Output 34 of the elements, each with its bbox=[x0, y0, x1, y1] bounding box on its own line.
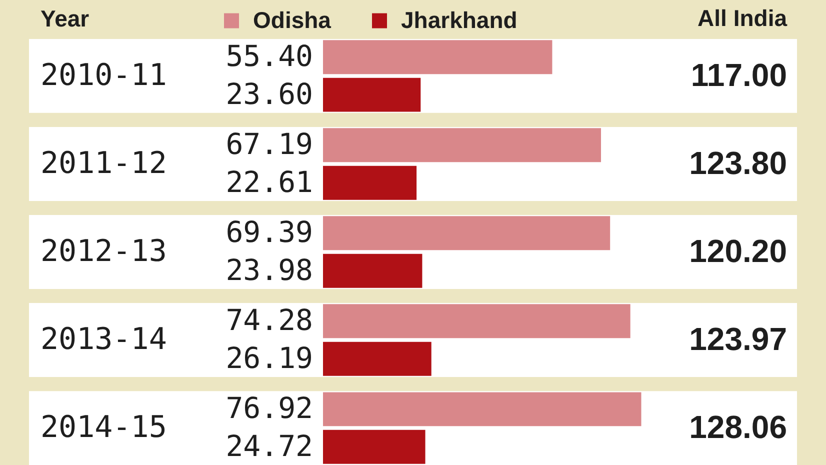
y-tick-label: 2014-15 bbox=[40, 410, 167, 446]
text: All India bbox=[698, 5, 788, 31]
data-label: 24.72 bbox=[226, 428, 313, 463]
bar bbox=[323, 40, 552, 74]
bar bbox=[323, 254, 422, 288]
data-label: 23.98 bbox=[226, 252, 313, 287]
text: 123.80 bbox=[689, 144, 787, 181]
y-tick-label: 2012-13 bbox=[40, 234, 167, 269]
data-label: 55.40 bbox=[226, 39, 313, 74]
y-tick-label: 2010-11 bbox=[40, 58, 167, 93]
data-label: 67.19 bbox=[226, 127, 313, 162]
text: 117.00 bbox=[690, 56, 787, 93]
y-tick-label: 2013-14 bbox=[40, 322, 167, 358]
text: 128.06 bbox=[689, 409, 787, 446]
text: 120.20 bbox=[689, 233, 787, 269]
data-label: 69.39 bbox=[226, 215, 313, 250]
legend-label: Jharkhand bbox=[401, 6, 518, 33]
bar bbox=[323, 392, 642, 426]
y-axis-title: Year bbox=[40, 6, 90, 32]
bar bbox=[323, 166, 417, 200]
bar bbox=[323, 304, 630, 338]
y-tick-label: 2011-12 bbox=[40, 146, 167, 181]
bar bbox=[323, 78, 421, 112]
data-label: 76.92 bbox=[226, 391, 313, 426]
text: 123.97 bbox=[689, 321, 787, 358]
bar bbox=[323, 216, 610, 250]
legend-label: Odisha bbox=[253, 6, 332, 33]
data-label: 22.61 bbox=[226, 164, 313, 199]
data-label: 23.60 bbox=[226, 76, 313, 111]
data-label: 26.19 bbox=[226, 340, 313, 375]
bar bbox=[323, 128, 601, 162]
data-label: 74.28 bbox=[226, 303, 313, 338]
bar bbox=[323, 430, 426, 464]
bar bbox=[323, 342, 432, 376]
